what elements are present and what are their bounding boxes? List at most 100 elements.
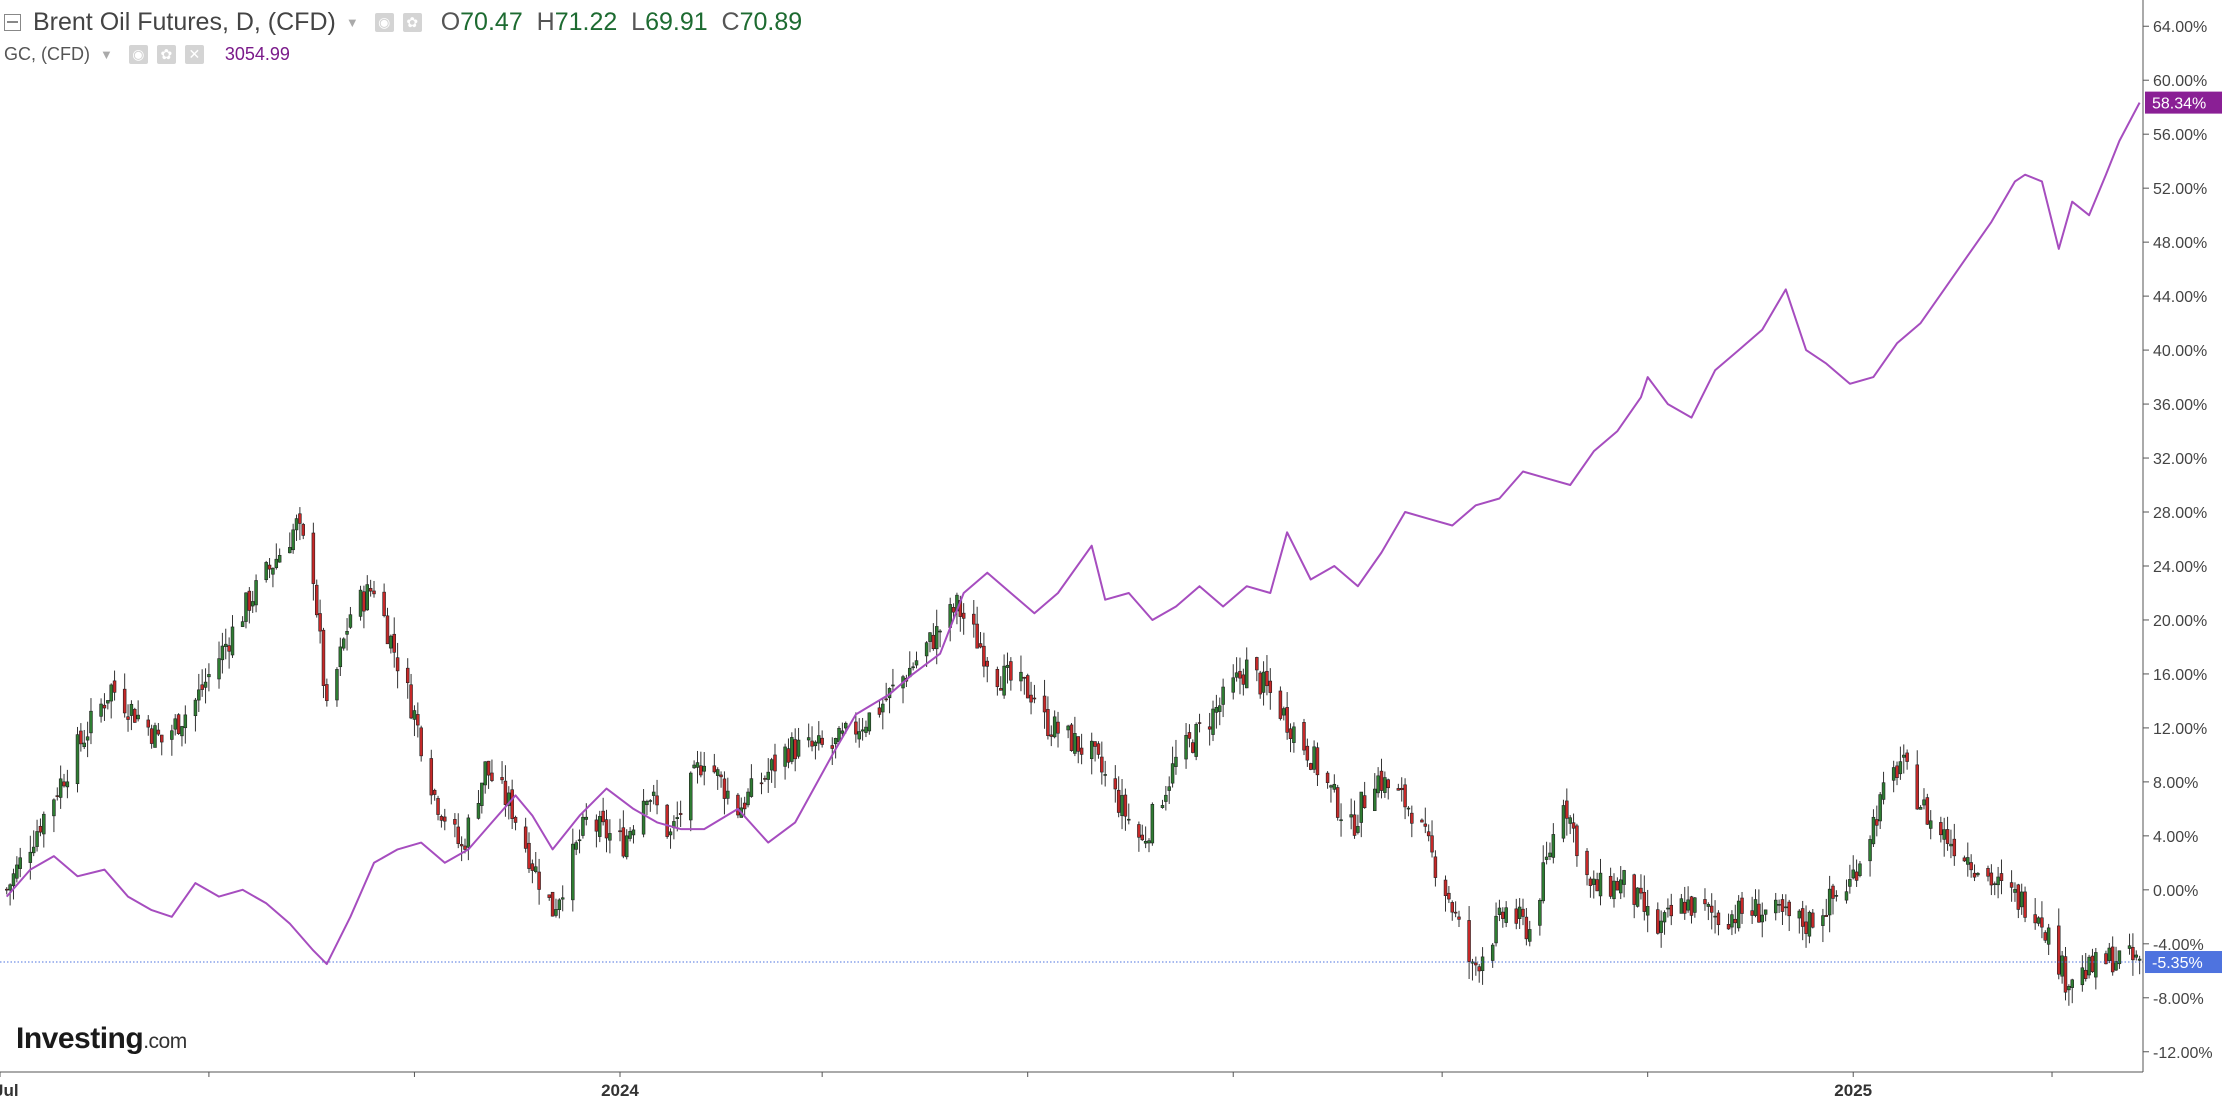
candle — [1127, 803, 1131, 825]
candle — [476, 790, 481, 820]
candle — [1049, 725, 1054, 747]
collapse-box-icon[interactable] — [4, 14, 21, 31]
candle — [1005, 652, 1010, 684]
candle — [412, 705, 417, 737]
candle — [560, 885, 565, 912]
candle — [1191, 739, 1195, 754]
candle — [1420, 818, 1424, 823]
candle — [2063, 946, 2068, 1001]
candle — [1541, 845, 1545, 904]
candle — [537, 858, 541, 905]
candle — [1009, 657, 1013, 691]
candle — [1528, 920, 1532, 947]
candle — [1315, 742, 1320, 787]
candle — [1780, 894, 1785, 926]
candle — [2107, 942, 2112, 964]
eye-icon[interactable]: ◉ — [128, 45, 148, 64]
investing-logo: Investing.com — [16, 1022, 187, 1056]
candle — [2134, 950, 2138, 961]
gear-icon[interactable]: ✿ — [402, 13, 422, 32]
candle — [1305, 738, 1310, 767]
candle — [1716, 910, 1721, 936]
candle — [160, 734, 164, 756]
gear-icon[interactable]: ✿ — [156, 45, 176, 64]
candle — [311, 522, 316, 601]
candle — [1773, 892, 1778, 921]
candle — [288, 532, 292, 554]
y-tick-label: -4.00% — [2153, 937, 2204, 954]
candle — [453, 813, 457, 838]
candle — [112, 670, 117, 701]
candle — [1642, 875, 1647, 921]
candle — [1406, 806, 1411, 817]
candle — [1197, 713, 1202, 733]
candle — [1140, 824, 1144, 841]
candle — [2094, 947, 2098, 990]
candle — [1268, 668, 1273, 710]
y-tick-label: 24.00% — [2153, 559, 2207, 576]
compare-series-legend: GC, (CFD) ▼ ◉ ✿ ✕ 3054.99 — [4, 44, 290, 65]
close-icon[interactable]: ✕ — [184, 45, 204, 64]
candle — [972, 600, 976, 638]
candle — [1706, 902, 1711, 921]
candle — [1312, 740, 1316, 774]
open-label: O — [440, 8, 461, 36]
candle — [1945, 816, 1950, 851]
candle — [122, 673, 127, 718]
candle — [1423, 807, 1428, 834]
candle — [702, 752, 706, 786]
candle — [655, 779, 659, 815]
last-value-badge: -5.35% — [2145, 951, 2222, 974]
candle — [864, 720, 868, 738]
eye-icon[interactable]: ◉ — [374, 13, 394, 32]
candle — [79, 723, 83, 752]
low-label: L — [631, 8, 646, 36]
candle — [1116, 776, 1121, 818]
candle — [392, 617, 396, 668]
candle — [102, 693, 107, 721]
candle — [1069, 723, 1074, 752]
candle — [692, 760, 696, 769]
candle — [1804, 905, 1808, 948]
candle — [1278, 686, 1283, 721]
candle — [1241, 668, 1246, 696]
candle — [1972, 864, 1977, 882]
candle — [631, 825, 636, 844]
candle — [773, 743, 777, 788]
candle — [2087, 954, 2091, 979]
chevron-down-icon[interactable]: ▼ — [99, 47, 113, 62]
candle — [1514, 898, 1519, 930]
candle — [1302, 718, 1306, 756]
candle — [1137, 821, 1141, 852]
candle — [1143, 826, 1148, 849]
candle — [244, 592, 248, 629]
candle — [368, 579, 373, 597]
y-tick-label: 40.00% — [2153, 343, 2207, 360]
candle — [170, 724, 174, 756]
candle — [126, 704, 130, 732]
candle — [523, 817, 528, 853]
y-tick-label: 44.00% — [2153, 289, 2207, 306]
candle — [2137, 955, 2142, 975]
candle — [153, 722, 157, 748]
y-tick-label: 36.00% — [2153, 397, 2207, 414]
candle — [109, 683, 113, 719]
candle — [527, 832, 531, 873]
candle — [1807, 910, 1812, 944]
candle — [1645, 889, 1650, 933]
chevron-down-icon[interactable]: ▼ — [345, 15, 359, 30]
candle — [1386, 778, 1390, 800]
candle — [1784, 894, 1788, 916]
candle — [766, 758, 770, 793]
candle — [1194, 722, 1198, 761]
candle — [1962, 855, 1967, 862]
candle — [884, 682, 888, 702]
candle — [769, 757, 774, 783]
candle — [1504, 901, 1508, 928]
candle — [1477, 963, 1481, 983]
candle — [1066, 724, 1070, 739]
y-tick-label: 48.00% — [2153, 235, 2207, 252]
candle — [604, 809, 609, 853]
